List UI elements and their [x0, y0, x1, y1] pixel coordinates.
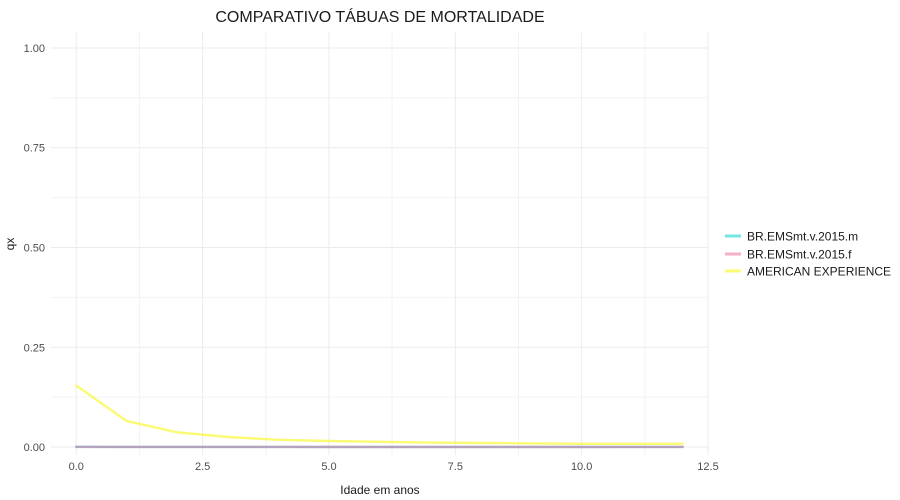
x-tick-label: 5.0 — [321, 461, 336, 473]
grid — [51, 32, 709, 455]
x-tick-label: 0.0 — [69, 461, 84, 473]
y-tick-label: 0.75 — [24, 143, 45, 155]
legend: BR.EMSmt.v.2015.m BR.EMSmt.v.2015.f AMER… — [725, 230, 891, 279]
x-tick-label: 12.5 — [697, 461, 718, 473]
legend-label-american-experience: AMERICAN EXPERIENCE — [747, 265, 891, 279]
y-axis-ticks: 0.00 0.25 0.50 0.75 1.00 — [24, 43, 45, 454]
chart-title: COMPARATIVO TÁBUAS DE MORTALIDADE — [215, 7, 544, 26]
x-tick-label: 2.5 — [195, 461, 210, 473]
x-axis-ticks: 0.0 2.5 5.0 7.5 10.0 12.5 — [69, 461, 719, 473]
x-axis-title: Idade em anos — [340, 483, 419, 497]
y-axis-title: qx — [3, 238, 17, 251]
y-tick-label: 0.25 — [24, 342, 45, 354]
y-tick-label: 0.00 — [24, 442, 45, 454]
y-tick-label: 0.50 — [24, 242, 45, 254]
legend-label-br-emsmt-f: BR.EMSmt.v.2015.f — [747, 248, 852, 262]
series-line-american-experience — [75, 384, 684, 445]
legend-label-br-emsmt-m: BR.EMSmt.v.2015.m — [747, 230, 858, 244]
x-tick-label: 7.5 — [448, 461, 463, 473]
series-lines — [75, 384, 684, 449]
x-tick-label: 10.0 — [571, 461, 592, 473]
y-tick-label: 1.00 — [24, 43, 45, 55]
